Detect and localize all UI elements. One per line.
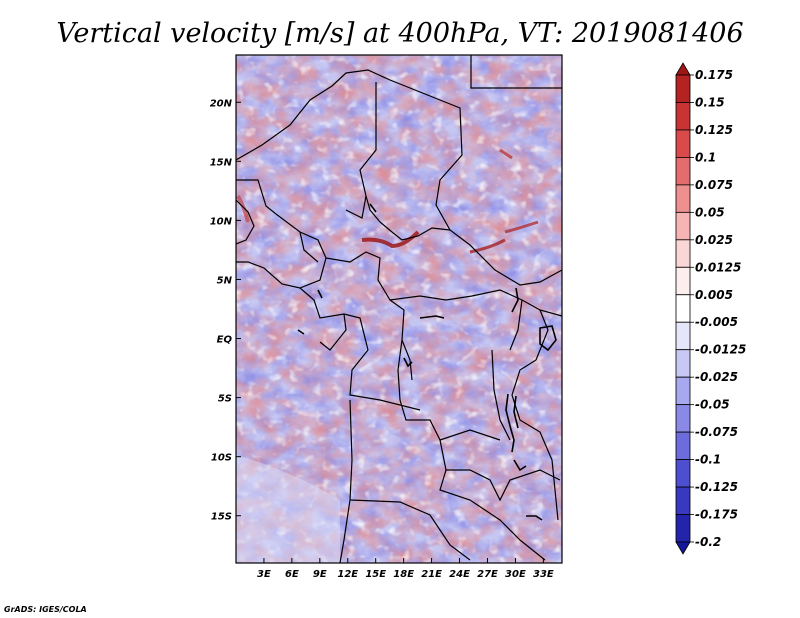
colorbar: 0.175 0.15 0.125 0.1 0.075 0.05 0.025 0.0125 0.0… [675, 62, 746, 555]
colorbar-segment [675, 74, 691, 103]
colorbar-segment [675, 431, 691, 460]
colorbar-label: -0.05 [695, 398, 730, 412]
y-tick-label: 10S [211, 453, 232, 464]
colorbar-label: -0.025 [695, 370, 738, 384]
colorbar-segment [675, 102, 691, 131]
y-tick-label: 15S [211, 512, 232, 523]
x-tick-label: 9E [313, 569, 327, 580]
colorbar-label: -0.075 [695, 425, 738, 439]
y-tick-label: 5N [217, 275, 233, 286]
colorbar-label: 0.05 [695, 205, 725, 219]
colorbar-segment [675, 376, 691, 406]
y-tick-label: 20N [210, 98, 233, 109]
colorbar-segment [675, 404, 691, 433]
x-tick-label: 24E [449, 569, 470, 580]
x-tick-label: 6E [285, 569, 299, 580]
colorbar-label: 0.005 [695, 288, 733, 302]
colorbar-segment [675, 184, 691, 213]
chart-title: Vertical velocity [m/s] at 400hPa, VT: 2… [56, 18, 743, 49]
velocity-field [236, 55, 562, 563]
y-axis: 20N 15N 10N 5N EQ 5S 10S 15S [210, 98, 241, 523]
y-tick-label: 15N [210, 157, 233, 168]
colorbar-label: -0.005 [695, 315, 738, 329]
colorbar-segment [675, 62, 691, 76]
x-tick-label: 33E [533, 569, 554, 580]
x-tick-label: 12E [337, 569, 358, 580]
colorbar-label: -0.1 [695, 453, 721, 467]
colorbar-label: 0.0125 [695, 260, 741, 274]
colorbar-segment [675, 349, 691, 378]
colorbar-segment [675, 321, 691, 351]
colorbar-segment [675, 486, 691, 515]
colorbar-segment [675, 294, 691, 323]
colorbar-segment [675, 157, 691, 186]
colorbar-segment [675, 541, 691, 555]
x-tick-label: 15E [365, 569, 386, 580]
grads-credit: GrADS: IGES/COLA [4, 605, 87, 614]
colorbar-label: 0.15 [695, 95, 725, 109]
colorbar-label: 0.1 [695, 150, 716, 164]
colorbar-segment [675, 239, 691, 268]
x-tick-label: 21E [421, 569, 442, 580]
colorbar-segment [675, 129, 691, 158]
y-tick-label: 10N [210, 216, 233, 227]
x-tick-label: 18E [393, 569, 414, 580]
x-tick-label: 27E [477, 569, 498, 580]
colorbar-label: 0.025 [695, 233, 733, 247]
x-tick-label: 3E [257, 569, 271, 580]
map-frame [235, 54, 563, 564]
colorbar-label: -0.175 [695, 508, 738, 522]
y-tick-label: 5S [218, 394, 232, 405]
x-tick-label: 30E [505, 569, 526, 580]
colorbar-label: -0.2 [695, 535, 721, 549]
colorbar-label: 0.125 [695, 123, 733, 137]
colorbar-label: -0.0125 [695, 343, 746, 357]
colorbar-segment [675, 514, 691, 543]
colorbar-segment [675, 266, 691, 296]
colorbar-segment [675, 211, 691, 241]
colorbar-label: 0.075 [695, 178, 733, 192]
y-tick-label: EQ [217, 335, 233, 346]
colorbar-label: -0.125 [695, 480, 738, 494]
x-axis: 3E 6E 9E 12E 15E 18E 21E 24E 27E 30E 33E [257, 558, 554, 580]
colorbar-label: 0.175 [695, 68, 733, 82]
colorbar-segment [675, 459, 691, 488]
